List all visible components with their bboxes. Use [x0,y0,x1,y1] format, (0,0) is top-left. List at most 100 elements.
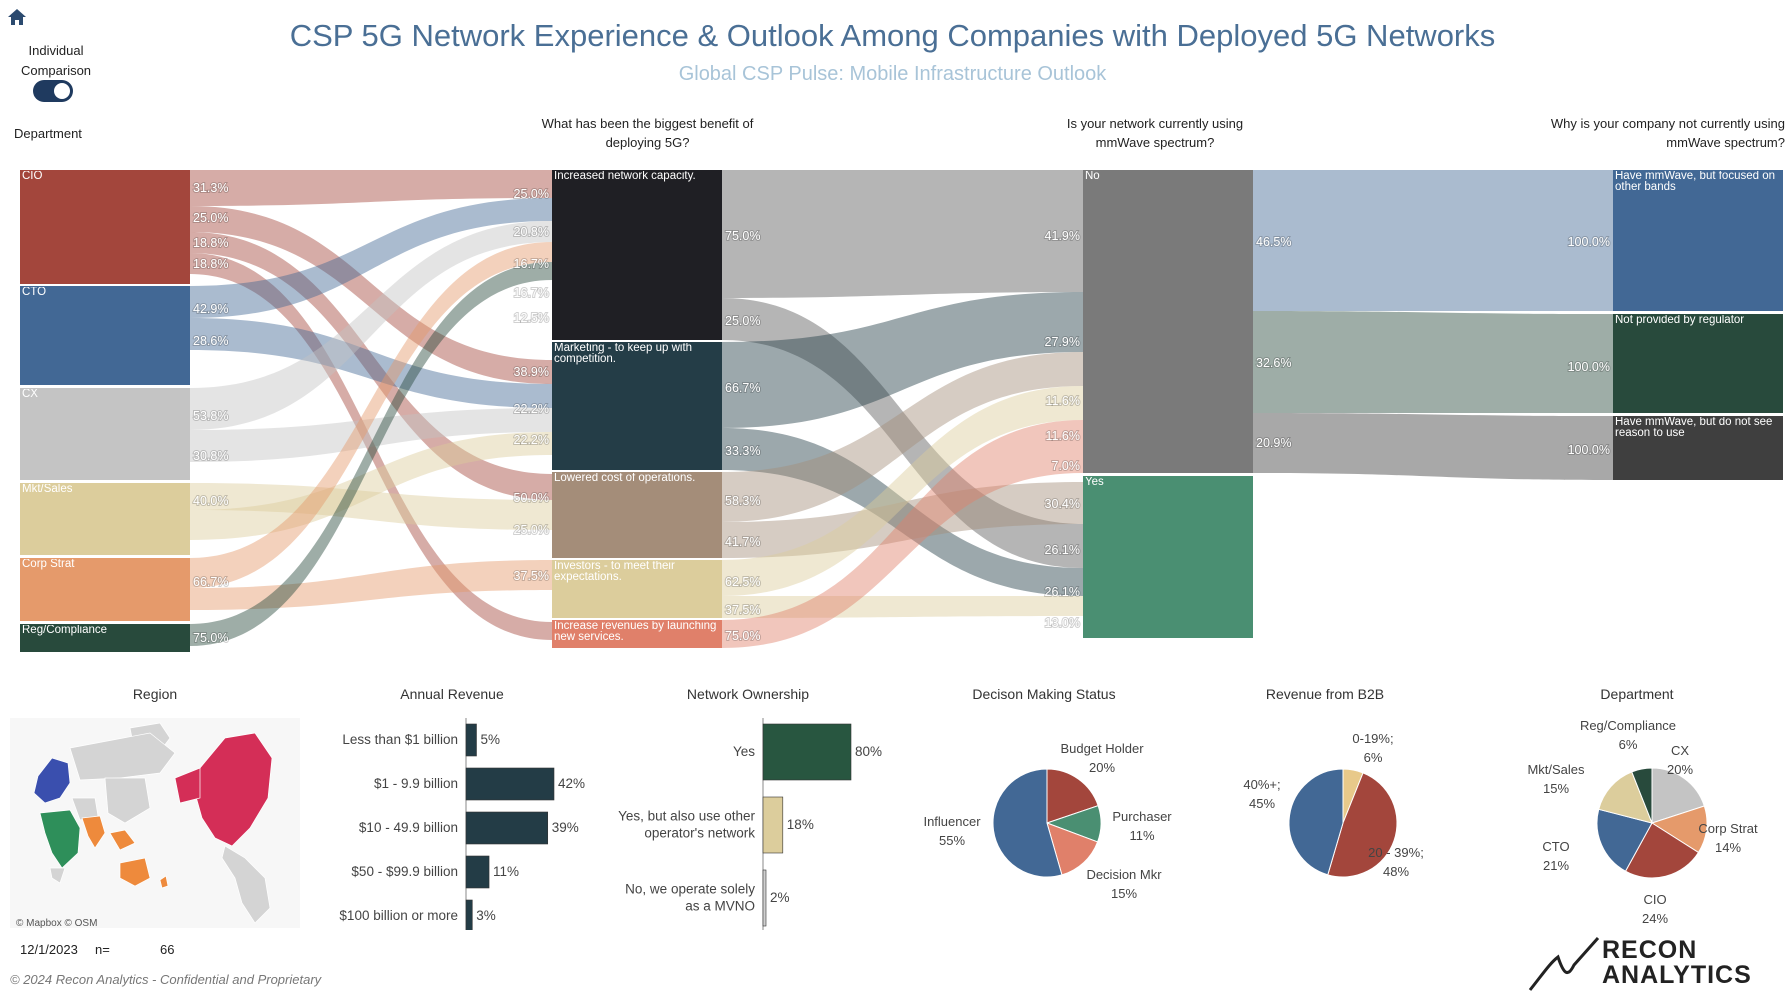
dept-outflow-pct: 30.8% [193,449,228,463]
mmwave-node-no[interactable] [1083,170,1253,473]
flow-benefit-mmwave-1 [722,298,1083,568]
pie-slice-mkt-sales[interactable] [1598,771,1653,824]
bar-1-9-9-billion[interactable] [465,767,555,801]
flow-benefit-mmwave-3 [722,428,1083,596]
departments-label-reg-compliance: Reg/Compliance [22,625,107,636]
departments-node-reg-compliance[interactable] [20,624,190,652]
individual-comparison-toggle[interactable] [33,80,73,102]
map-region-oceania[interactable] [119,857,151,887]
reason-inflow-pct: 100.0% [1568,360,1610,374]
departments-node-corp-strat[interactable] [20,558,190,621]
pie-label: Purchaser [1112,809,1172,824]
pie-label: CIO [1643,892,1666,907]
pie-label: Influencer [923,814,981,829]
reasons-label-have-mmwave-but-do-not-see-reason-to-use: Have mmWave, but do not see reason to us… [1615,417,1772,439]
benefit-inflow-pct: 38.9% [514,365,549,379]
pie-value: 21% [1543,858,1569,873]
bar-100-billion-or-more[interactable] [465,899,473,930]
map-region-russia[interactable] [69,732,176,781]
benefits-node-increased-network-capacity[interactable] [552,170,722,340]
benefits-node-lowered-cost-of-operations[interactable] [552,472,722,558]
map-region-se-asia[interactable] [109,829,136,851]
map-region-europe[interactable] [33,757,71,804]
map-region-east-asia[interactable] [104,777,151,824]
revenue-b2b-pie: 0-19%; 6% 20 - 39%; 48% 40%+; 45% [1243,731,1423,879]
flow-benefit-mmwave-7 [722,596,1083,618]
annual-revenue-title: Annual Revenue [400,686,504,702]
bar-no-we-operate-solely-as-a-mvno[interactable] [762,869,767,927]
flow-dept-benefit-12 [190,262,552,646]
reasons-node-not-provided-by-regulator[interactable] [1613,314,1783,413]
pie-slice-cx[interactable] [1651,767,1705,824]
pie-slice-influencer[interactable] [992,768,1063,878]
sankey-nodes [20,170,1783,652]
benefit-inflow-pct: 12.5% [514,311,549,325]
pie-slice-cto[interactable] [1596,808,1653,872]
reasons-node-have-mmwave-but-do-not-see-reason-to-use[interactable] [1613,416,1783,480]
benefit-inflow-pct: 50.0% [514,491,549,505]
dept-outflow-pct: 40.0% [193,494,228,508]
dept-outflow-pct: 42.9% [193,302,228,316]
departments-node-cio[interactable] [20,170,190,284]
flow-mmwave-reason-2 [1253,413,1613,480]
bar-50-99-9-billion[interactable] [465,855,490,889]
pie-slice-reg-compliance[interactable] [1631,767,1653,824]
pie-value: 20% [1667,762,1693,777]
mmwave-inflow-pct: 11.6% [1045,429,1080,443]
bar-less-than-1-billion[interactable] [465,723,477,757]
bar-value-label: 5% [480,732,500,747]
flow-benefit-mmwave-5 [722,482,1083,558]
home-icon[interactable] [7,7,27,27]
map-region-south-africa[interactable] [49,867,66,884]
map-region-south-asia[interactable] [81,815,106,849]
departments-node-mkt-sales[interactable] [20,483,190,555]
map-region-alaska[interactable] [174,767,201,804]
departments-node-cx[interactable] [20,388,190,480]
reason-inflow-pct: 100.0% [1568,443,1610,457]
pie-slice-20-39[interactable] [1327,772,1398,878]
mmwave-node-yes[interactable] [1083,476,1253,638]
mmwave-inflow-pct: 30.4% [1045,497,1080,511]
bar-value-label: 80% [855,744,882,759]
benefits-label-text: Lowered cost of operations. [554,473,696,484]
flow-benefit-mmwave-0 [722,170,1083,298]
mmwave-outflow-pct: 46.5% [1256,235,1291,249]
bar-yes[interactable] [762,723,852,781]
mmwave-label-text: No [1085,171,1100,182]
bar-yes-but-also-use-other-operator-s-network[interactable] [762,796,784,854]
pie-value: 14% [1715,840,1741,855]
benefits-node-marketing-to-keep-up-with-competition[interactable] [552,342,722,470]
region-map[interactable] [10,718,300,928]
bar-category-label: Yes [733,744,755,759]
mmwave-label-text: Yes [1085,477,1104,488]
bar-value-label: 39% [552,820,579,835]
reasons-node-have-mmwave-but-focused-on-other-bands[interactable] [1613,170,1783,311]
pie-slice-decision-mkr[interactable] [1046,822,1099,876]
map-region-north-america[interactable] [194,732,273,847]
benefit-outflow-pct: 41.7% [725,535,760,549]
benefit-outflow-pct: 25.0% [725,314,760,328]
benefits-node-increase-revenues-by-launching-new-services[interactable] [552,620,722,648]
map-region-latin-america[interactable] [221,845,271,924]
pie-label: CTO [1542,839,1569,854]
map-region-new-zealand[interactable] [159,875,169,889]
benefits-node-investors-to-meet-their-expectations[interactable] [552,560,722,618]
pie-slice-cio[interactable] [1624,822,1700,879]
pie-value: 6% [1364,750,1383,765]
pie-value: 15% [1543,781,1569,796]
why-not-column-header: Why is your company not currently using … [1550,116,1785,150]
flow-benefit-mmwave-2 [722,292,1083,428]
departments-node-cto[interactable] [20,286,190,385]
toggle-knob [54,83,70,99]
bar-category-label: No, we operate solely as a MVNO [625,882,755,914]
departments-label-text: CTO [22,287,47,298]
department-pie: CX 20% Corp Strat 14% CIO 24% CTO 21% Mkt/Sales 1… [1527,718,1758,926]
dept-outflow-pct: 31.3% [193,181,228,195]
logo-line-1: RECON [1602,936,1698,964]
reasons-label-not-provided-by-regulator: Not provided by regulator [1615,315,1744,326]
benefit-outflow-pct: 75.0% [725,629,760,643]
pie-slice-40[interactable] [1288,768,1344,876]
benefits-label-lowered-cost-of-operations: Lowered cost of operations. [554,473,696,484]
map-region-africa[interactable] [39,809,81,869]
bar-10-49-9-billion[interactable] [465,811,549,845]
